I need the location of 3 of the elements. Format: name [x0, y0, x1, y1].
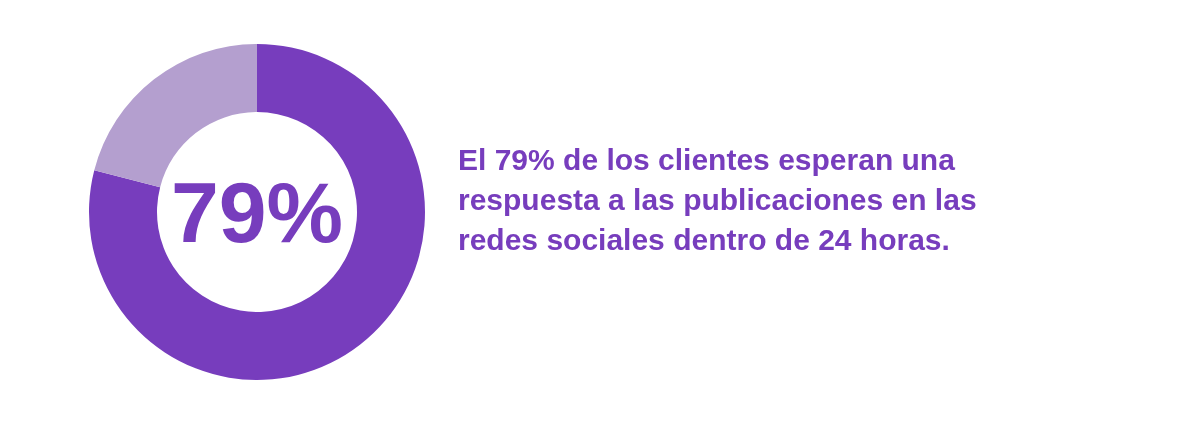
- donut-slice: [89, 44, 425, 380]
- text: El 79% de los clientes esperan una respuesta a las publicaciones en las redes sociales dentro de 24 horas.: [458, 143, 977, 256]
- text: 79%: [170, 164, 344, 260]
